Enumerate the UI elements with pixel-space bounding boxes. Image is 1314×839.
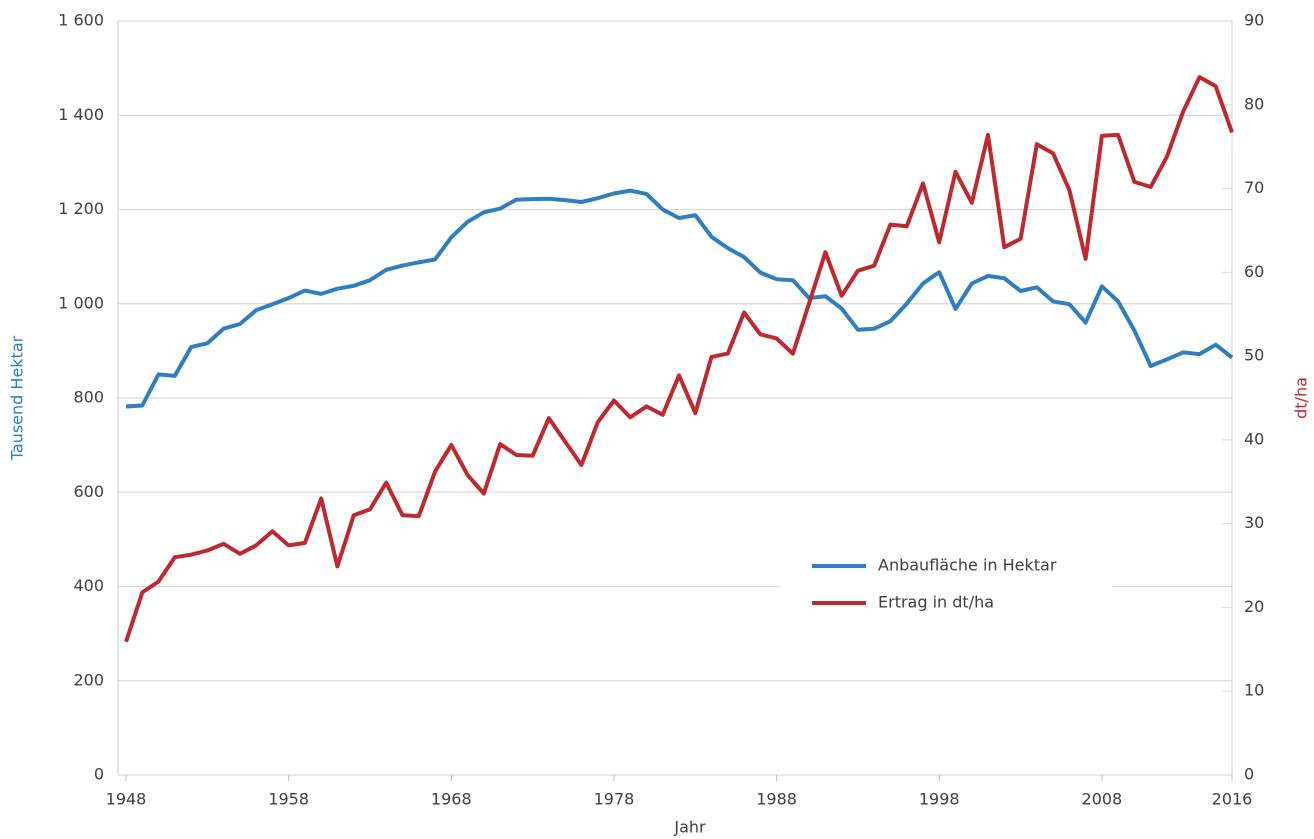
x-tick-label: 2008 [1082, 790, 1123, 809]
y2-tick-label: 0 [1244, 765, 1254, 784]
y-tick-label: 400 [73, 576, 104, 595]
y2-tick-label: 60 [1244, 262, 1264, 281]
legend-box [780, 545, 1112, 631]
legend-label: Ertrag in dt/ha [878, 593, 994, 612]
y-tick-label: 1 200 [58, 199, 104, 218]
x-tick-label: 1968 [431, 790, 472, 809]
y2-tick-label: 80 [1244, 94, 1264, 113]
y2-tick-label: 40 [1244, 429, 1264, 448]
legend-label: Anbaufläche in Hektar [878, 556, 1057, 575]
x-tick-label: 2016 [1212, 790, 1253, 809]
x-tick-label: 1978 [594, 790, 635, 809]
y2-tick-label: 20 [1244, 597, 1264, 616]
y2-tick-label: 70 [1244, 178, 1264, 197]
data-line [124, 75, 1234, 643]
x-tick-label: 1998 [919, 790, 960, 809]
x-tick-label: 1948 [106, 790, 147, 809]
x-tick-label: 1958 [268, 790, 309, 809]
y-tick-label: 1 400 [58, 105, 104, 124]
y-tick-label: 1 000 [58, 293, 104, 312]
y-tick-label: 600 [73, 482, 104, 501]
y-tick-label: 800 [73, 388, 104, 407]
y2-tick-label: 10 [1244, 681, 1264, 700]
x-tick-label: 1988 [756, 790, 797, 809]
y2-tick-label: 30 [1244, 513, 1264, 532]
y-tick-label: 1 600 [58, 11, 104, 30]
x-axis-label: Jahr [673, 818, 706, 837]
y-tick-label: 200 [73, 670, 104, 689]
y-tick-label: 0 [94, 765, 104, 784]
y2-axis-label: dt/ha [1292, 377, 1311, 419]
y2-tick-label: 50 [1244, 346, 1264, 365]
data-line [125, 188, 1234, 409]
y-axis-label: Tausend Hektar [8, 335, 27, 461]
y2-tick-label: 90 [1244, 11, 1264, 30]
